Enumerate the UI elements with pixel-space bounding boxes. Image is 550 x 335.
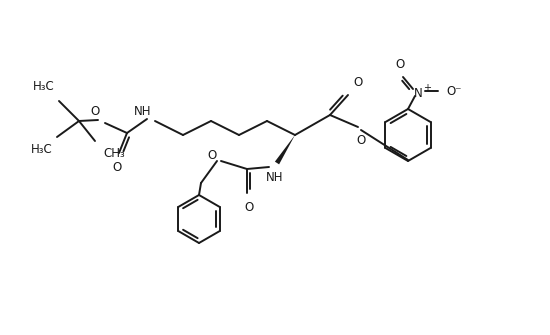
Text: +: +	[423, 83, 431, 93]
Text: O: O	[112, 161, 122, 174]
Text: O: O	[208, 148, 217, 161]
Polygon shape	[275, 135, 295, 164]
Text: N: N	[414, 86, 422, 99]
Text: O: O	[244, 201, 254, 214]
Text: CH₃: CH₃	[103, 147, 125, 160]
Text: NH: NH	[134, 105, 151, 118]
Text: O: O	[91, 105, 100, 118]
Text: O: O	[356, 134, 366, 147]
Text: H₃C: H₃C	[33, 80, 55, 93]
Text: NH: NH	[266, 171, 284, 184]
Text: H₃C: H₃C	[31, 143, 53, 156]
Text: O: O	[353, 76, 362, 89]
Text: O: O	[395, 58, 405, 71]
Text: O⁻: O⁻	[446, 84, 461, 97]
